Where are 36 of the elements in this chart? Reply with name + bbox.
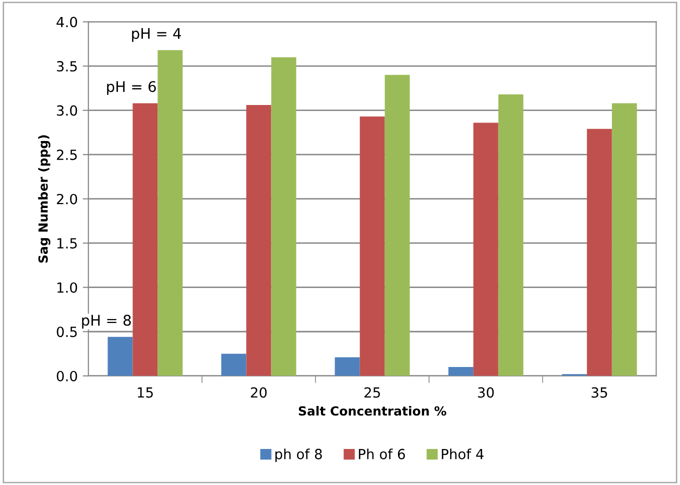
bar <box>586 128 612 376</box>
legend-label: ph of 8 <box>275 448 322 462</box>
annotation: pH = 4 <box>132 28 181 42</box>
x-tick-label: 20 <box>250 387 267 398</box>
bar <box>271 57 296 376</box>
bar <box>612 103 637 376</box>
annotation: pH = 8 <box>82 314 131 329</box>
bar <box>473 122 498 376</box>
y-tick-label: 4.0 <box>56 16 78 28</box>
bar <box>334 357 360 376</box>
bar <box>384 74 410 376</box>
y-tick-label: 2.5 <box>56 150 77 160</box>
legend-label: Phof 4 <box>442 448 484 460</box>
bar <box>108 336 133 376</box>
x-tick-label: 35 <box>592 387 608 398</box>
y-tick-label: 3.5 <box>56 61 77 72</box>
annotation: pH = 6 <box>107 81 156 95</box>
x-tick-label: 15 <box>138 387 153 398</box>
x-tick-label: 25 <box>364 387 380 398</box>
bar <box>246 105 272 376</box>
bar <box>448 367 474 376</box>
y-tick-label: 0.0 <box>56 370 78 382</box>
bar <box>360 116 385 376</box>
y-tick-label: 3.0 <box>56 105 78 116</box>
y-tick-label: 0.5 <box>56 326 77 338</box>
y-tick-label: 1.5 <box>57 238 77 249</box>
x-axis-title: Salt Concentration % <box>298 406 446 416</box>
legend-label: Ph of 6 <box>358 448 405 460</box>
bar <box>498 94 524 376</box>
y-tick-label: 1.0 <box>57 282 78 293</box>
bar <box>132 103 158 376</box>
bar <box>158 50 183 376</box>
y-tick-label: 2.0 <box>56 194 78 204</box>
bar <box>221 354 246 376</box>
y-axis-title: Sag Number (ppg) <box>38 135 50 263</box>
x-tick-label: 30 <box>478 387 494 398</box>
